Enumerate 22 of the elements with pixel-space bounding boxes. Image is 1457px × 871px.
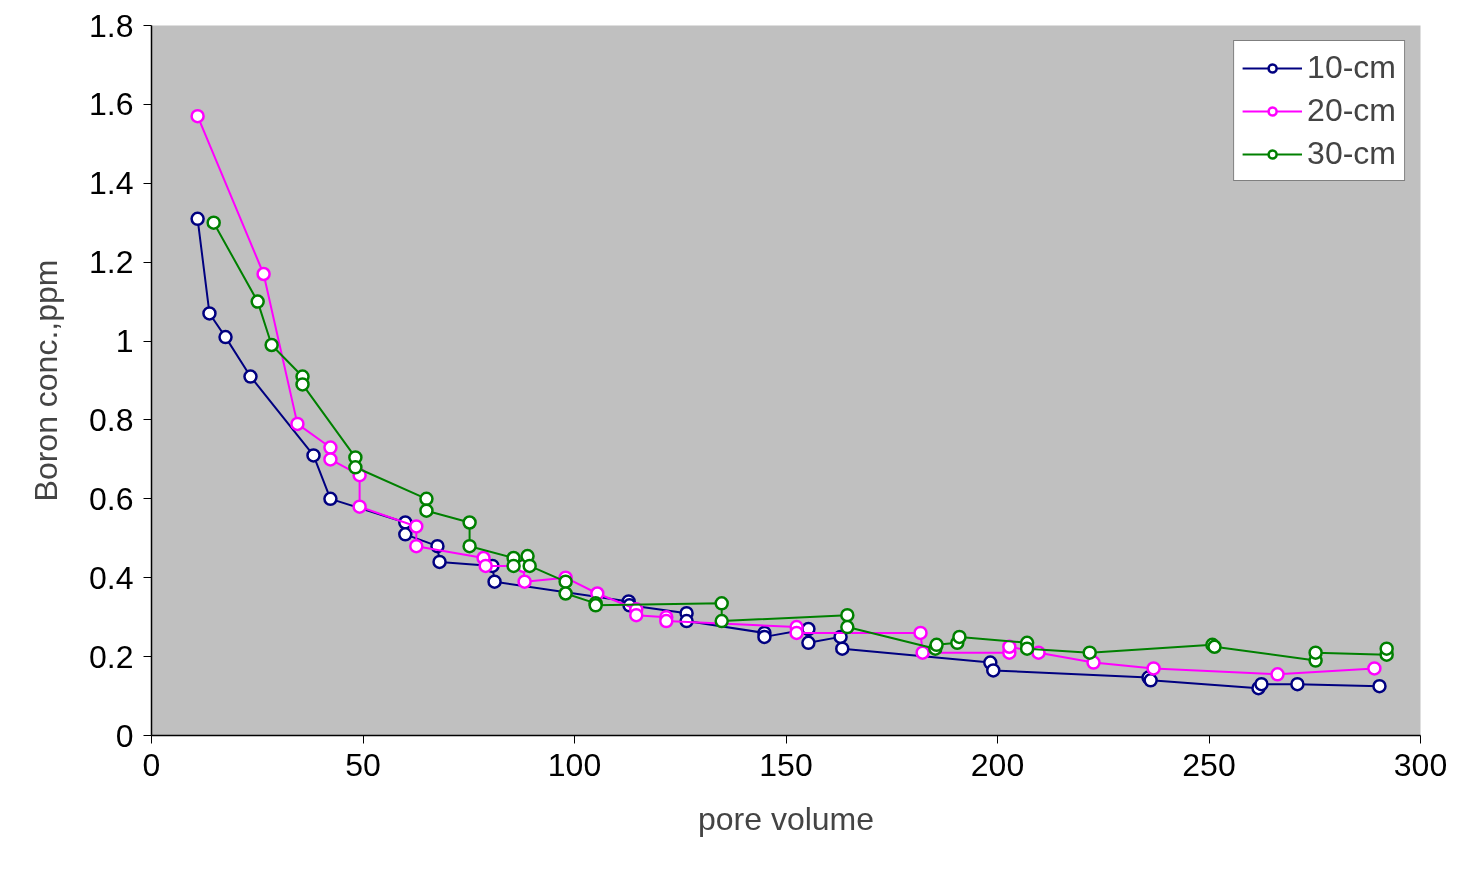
x-tick-label: 100 bbox=[547, 746, 602, 783]
y-axis-title: Boron conc.,ppm bbox=[28, 259, 65, 502]
y-tick-label: 0.8 bbox=[89, 401, 134, 438]
y-tick-label: 0 bbox=[115, 717, 134, 754]
x-tick-label: 150 bbox=[759, 746, 813, 783]
legend-label: 10-cm bbox=[1307, 49, 1396, 86]
y-tick-label: 0.6 bbox=[89, 480, 134, 517]
x-tick-label: 200 bbox=[970, 746, 1025, 783]
y-tick-label: 1.2 bbox=[89, 244, 134, 281]
x-tick-label: 50 bbox=[345, 746, 381, 783]
y-tick-label: 1.8 bbox=[89, 7, 134, 44]
y-tick-label: 0.4 bbox=[89, 559, 134, 596]
legend-label: 30-cm bbox=[1307, 135, 1396, 172]
y-tick-label: 0.2 bbox=[89, 638, 134, 675]
x-tick-label: 300 bbox=[1393, 746, 1448, 783]
x-tick-label: 250 bbox=[1182, 746, 1236, 783]
y-tick-label: 1 bbox=[115, 323, 134, 360]
y-tick-label: 1.4 bbox=[89, 165, 134, 202]
x-axis-title: pore volume bbox=[697, 800, 875, 837]
x-tick-label: 0 bbox=[142, 746, 161, 783]
y-tick-label: 1.6 bbox=[89, 86, 134, 123]
legend-label: 20-cm bbox=[1307, 92, 1396, 129]
